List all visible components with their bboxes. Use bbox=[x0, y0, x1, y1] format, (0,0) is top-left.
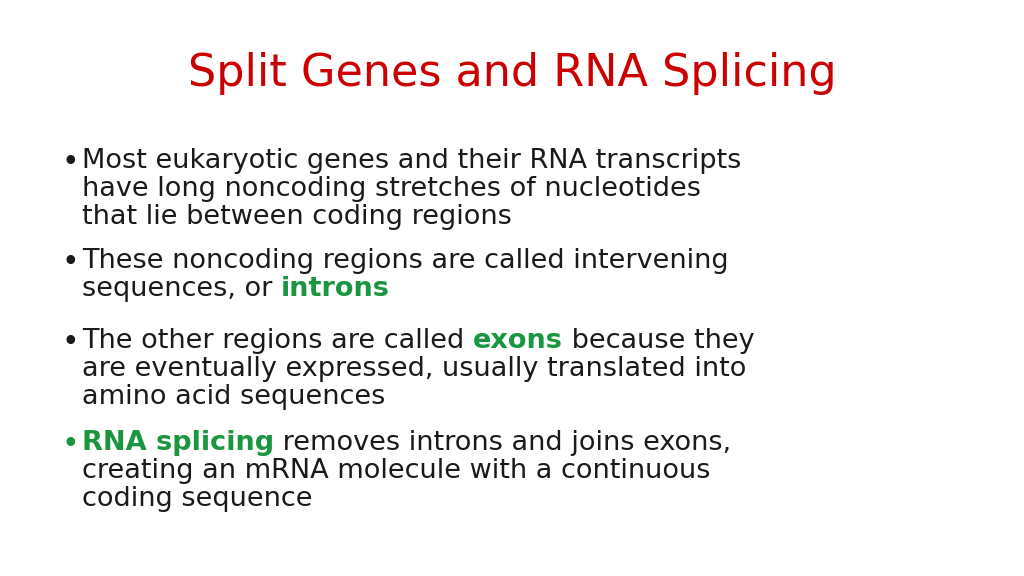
Text: that lie between coding regions: that lie between coding regions bbox=[82, 204, 512, 230]
Text: •: • bbox=[62, 328, 80, 357]
Text: •: • bbox=[62, 248, 80, 277]
Text: exons: exons bbox=[473, 328, 563, 354]
Text: creating an mRNA molecule with a continuous: creating an mRNA molecule with a continu… bbox=[82, 458, 711, 484]
Text: RNA splicing: RNA splicing bbox=[82, 430, 274, 456]
Text: Most eukaryotic genes and their RNA transcripts: Most eukaryotic genes and their RNA tran… bbox=[82, 148, 741, 174]
Text: The other regions are called: The other regions are called bbox=[82, 328, 473, 354]
Text: are eventually expressed, usually translated into: are eventually expressed, usually transl… bbox=[82, 356, 746, 382]
Text: coding sequence: coding sequence bbox=[82, 486, 312, 512]
Text: Split Genes and RNA Splicing: Split Genes and RNA Splicing bbox=[187, 52, 837, 95]
Text: amino acid sequences: amino acid sequences bbox=[82, 384, 385, 410]
Text: introns: introns bbox=[281, 276, 390, 302]
Text: sequences, or: sequences, or bbox=[82, 276, 281, 302]
Text: because they: because they bbox=[563, 328, 755, 354]
Text: •: • bbox=[62, 148, 80, 177]
Text: removes introns and joins exons,: removes introns and joins exons, bbox=[274, 430, 731, 456]
Text: have long noncoding stretches of nucleotides: have long noncoding stretches of nucleot… bbox=[82, 176, 701, 202]
Text: These noncoding regions are called intervening: These noncoding regions are called inter… bbox=[82, 248, 729, 274]
Text: •: • bbox=[62, 430, 80, 459]
